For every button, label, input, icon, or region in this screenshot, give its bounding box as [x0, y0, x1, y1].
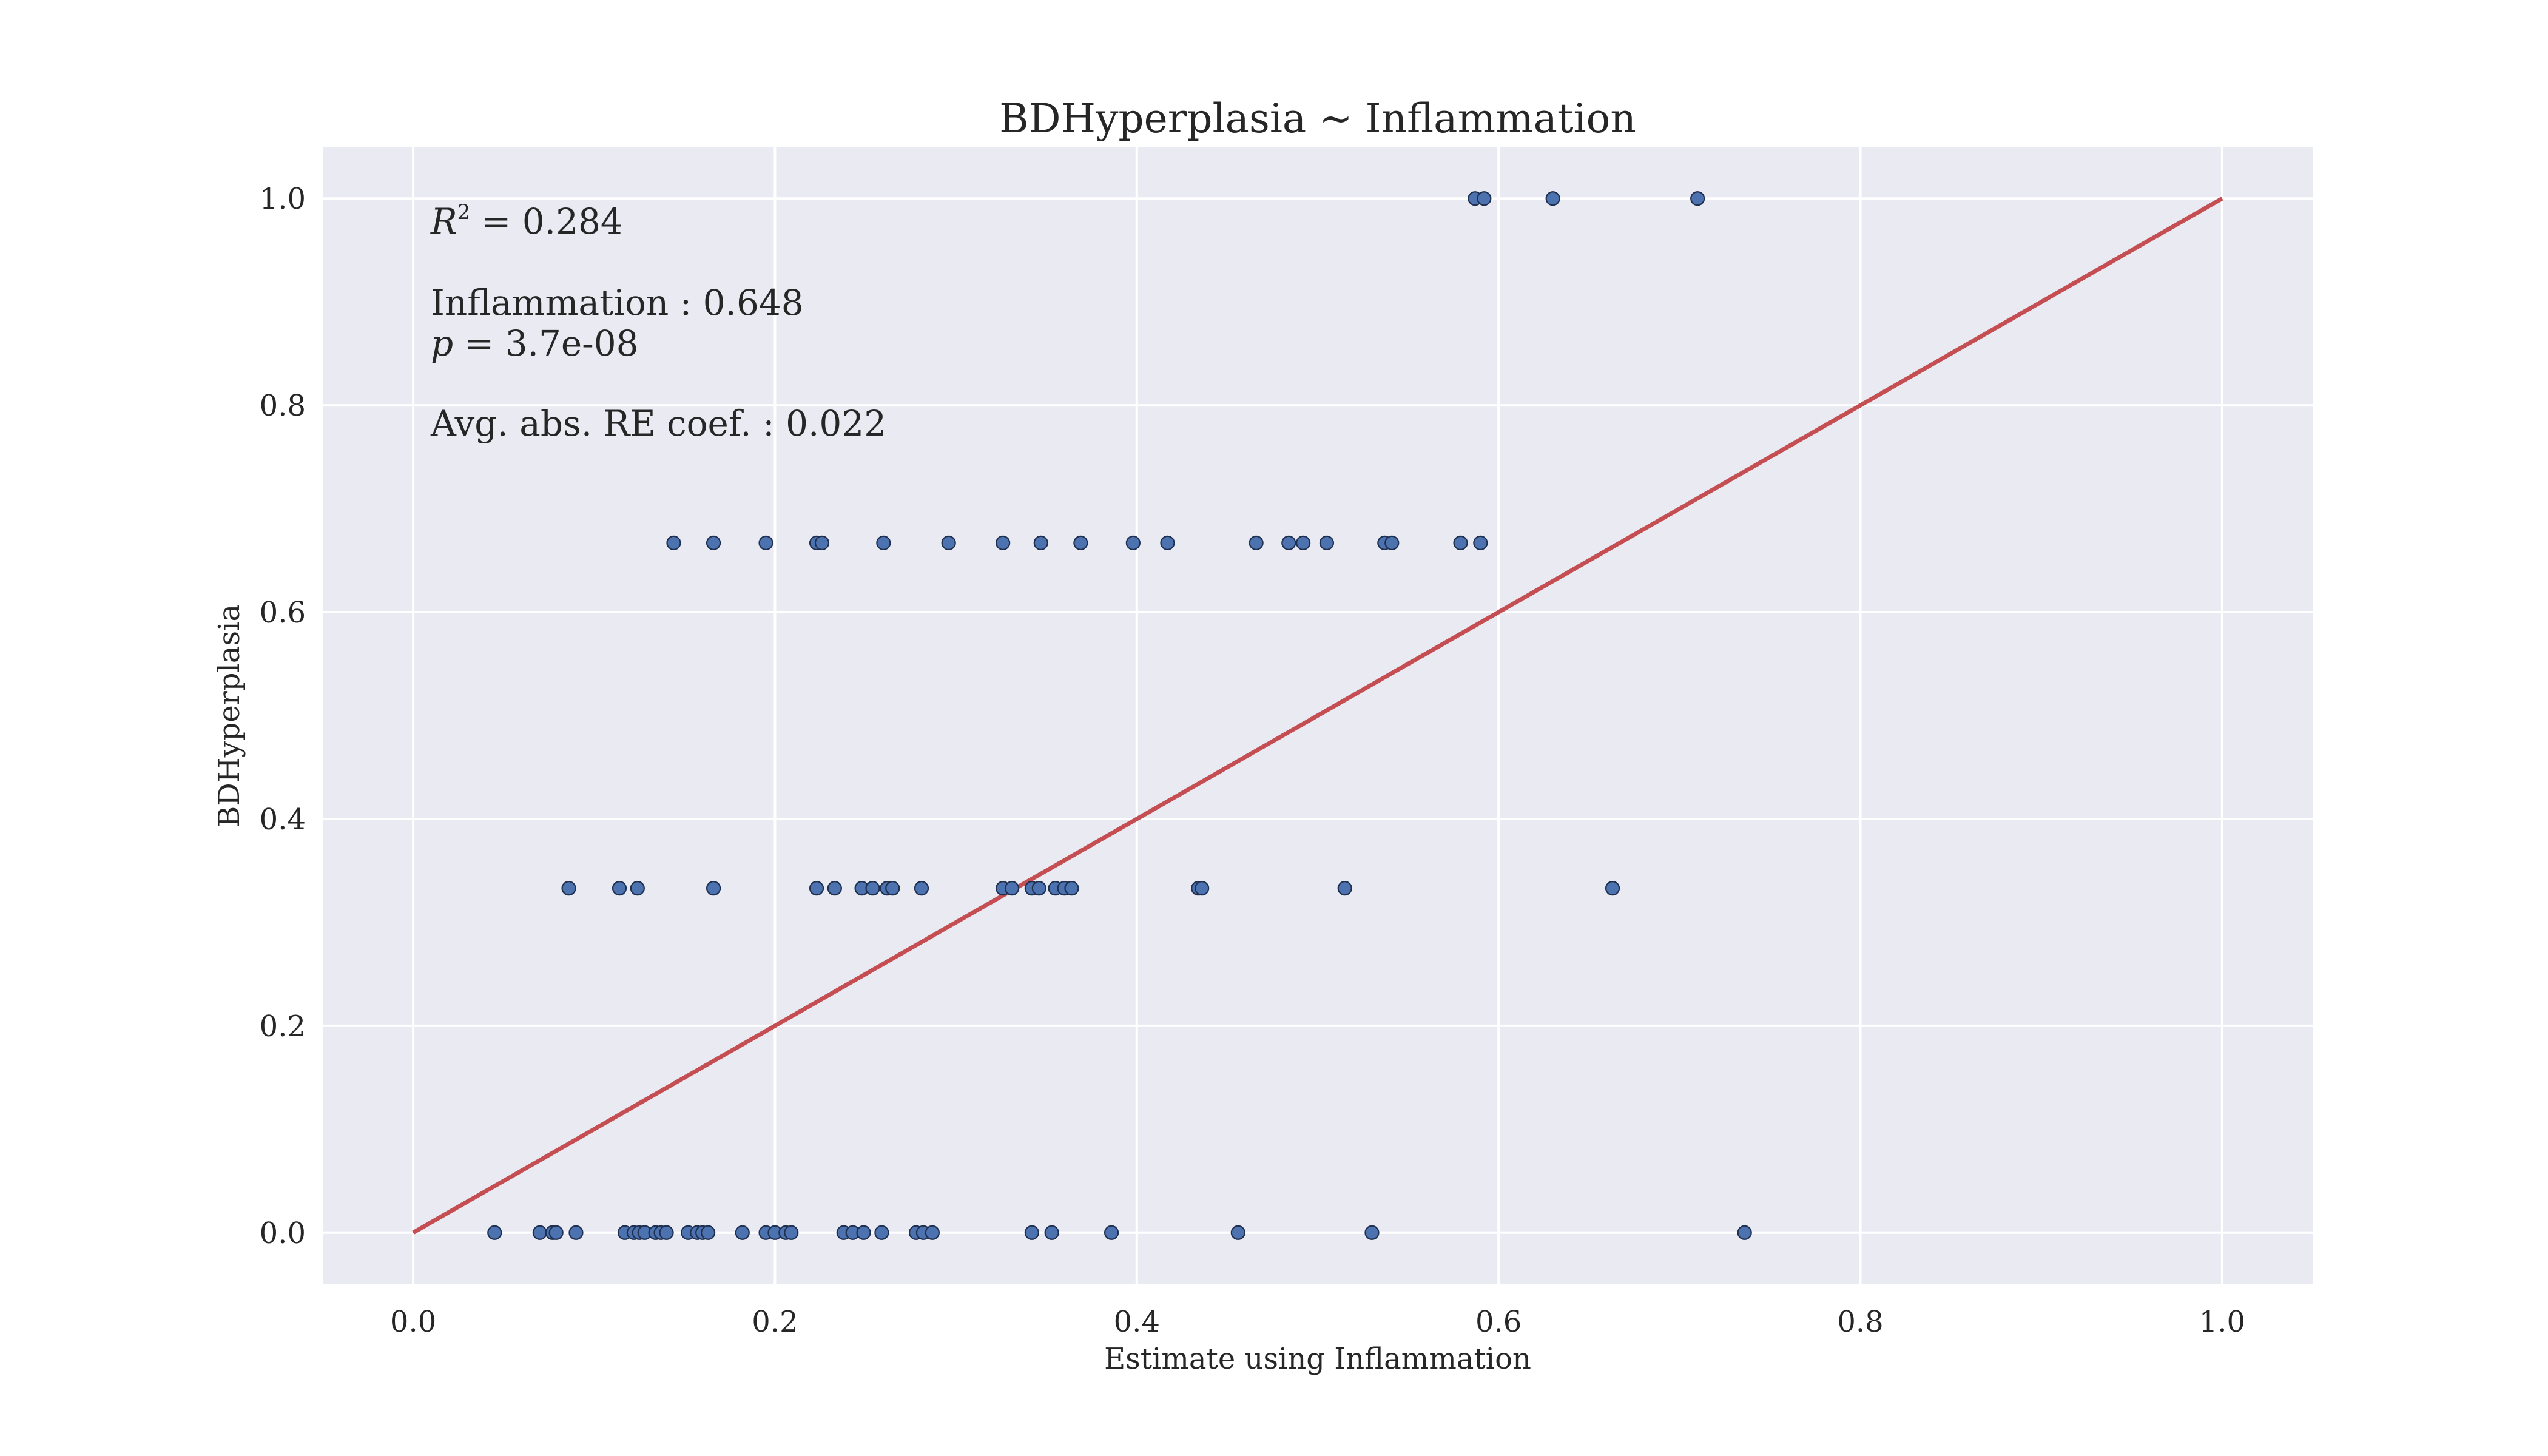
x-tick-label: 0.0 — [390, 1305, 436, 1339]
y-tick-label: 0.6 — [260, 596, 306, 630]
data-point — [876, 535, 891, 550]
data-point — [666, 535, 681, 550]
x-tick-label: 0.6 — [1475, 1305, 1522, 1339]
data-point — [784, 1225, 799, 1240]
data-point — [874, 1225, 889, 1240]
chart-title: BDHyperplasia ~ Inflammation — [999, 95, 1636, 142]
data-point — [568, 1225, 584, 1240]
coefficient-annotation: Inflammation : 0.648 — [431, 282, 804, 323]
y-tick-label: 1.0 — [260, 182, 306, 216]
data-point — [856, 1225, 871, 1240]
data-point — [1073, 535, 1088, 550]
data-point — [630, 881, 645, 896]
x-tick-labels: 0.0 0.2 0.4 0.6 0.8 1.0 — [390, 1305, 2245, 1339]
data-point — [1033, 535, 1048, 550]
p-value-annotation: p = 3.7e-08 — [431, 323, 639, 364]
y-axis-label: BDHyperplasia — [212, 604, 246, 827]
data-point — [1337, 881, 1352, 896]
data-point — [1453, 535, 1468, 550]
data-point — [885, 881, 900, 896]
data-point — [548, 1225, 564, 1240]
data-point — [1473, 535, 1488, 550]
data-point — [1737, 1225, 1752, 1240]
x-axis-label: Estimate using Inflammation — [1104, 1342, 1531, 1376]
data-point — [996, 535, 1011, 550]
data-point — [659, 1225, 674, 1240]
data-point — [1281, 535, 1296, 550]
fit-line — [412, 197, 2223, 1235]
data-point — [941, 535, 956, 550]
data-point — [1605, 881, 1620, 896]
y-tick-label: 0.2 — [260, 1009, 306, 1043]
data-point — [487, 1225, 502, 1240]
data-point — [865, 881, 880, 896]
y-tick-label: 0.8 — [260, 389, 306, 423]
x-tick-label: 0.2 — [752, 1305, 798, 1339]
data-point — [1004, 881, 1020, 896]
stats-annotation: R2 = 0.284 Inflammation : 0.648 p = 3.7e… — [430, 200, 886, 444]
data-point — [925, 1225, 940, 1240]
data-point — [1195, 881, 1210, 896]
data-point — [914, 881, 929, 896]
data-point — [735, 1225, 750, 1240]
data-point — [1477, 191, 1492, 206]
data-point — [1319, 535, 1335, 550]
data-point — [1031, 881, 1046, 896]
data-point — [1249, 535, 1264, 550]
data-point — [758, 535, 774, 550]
data-point — [706, 881, 721, 896]
data-point — [1064, 881, 1079, 896]
data-point — [1230, 1225, 1245, 1240]
re-coefficient-annotation: Avg. abs. RE coef. : 0.022 — [430, 403, 886, 444]
data-point — [1296, 535, 1311, 550]
data-point — [561, 881, 576, 896]
data-point — [827, 881, 842, 896]
data-point — [706, 535, 721, 550]
data-point — [1690, 191, 1705, 206]
x-tick-label: 0.4 — [1114, 1305, 1160, 1339]
data-point — [809, 881, 824, 896]
data-point — [1125, 535, 1141, 550]
data-point — [701, 1225, 716, 1240]
data-point — [1545, 191, 1560, 206]
grid — [323, 147, 2313, 1284]
data-point — [1044, 1225, 1059, 1240]
data-point — [1160, 535, 1175, 550]
y-tick-label: 0.4 — [260, 803, 306, 837]
data-point — [1104, 1225, 1119, 1240]
x-tick-label: 0.8 — [1837, 1305, 1883, 1339]
data-point — [814, 535, 830, 550]
data-point — [612, 881, 627, 896]
data-points — [487, 191, 1752, 1240]
data-point — [1384, 535, 1400, 550]
data-point — [532, 1225, 547, 1240]
r-squared-annotation: R2 = 0.284 — [430, 200, 623, 242]
x-tick-label: 1.0 — [2199, 1305, 2245, 1339]
y-tick-label: 0.0 — [260, 1216, 306, 1250]
data-point — [1364, 1225, 1380, 1240]
data-point — [1024, 1225, 1039, 1240]
y-tick-labels: 0.0 0.2 0.4 0.6 0.8 1.0 — [260, 182, 306, 1250]
